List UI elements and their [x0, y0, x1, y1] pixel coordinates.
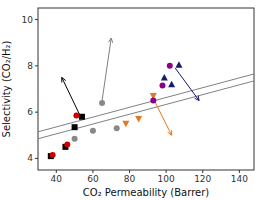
x-axis-label: CO₂ Permeability (Barrer) [83, 187, 210, 198]
point [64, 142, 70, 148]
y-axis-label: Selectivity (CO₂/H₂) [1, 40, 12, 137]
x-tick [239, 170, 240, 173]
point [167, 63, 173, 69]
point [50, 152, 56, 158]
x-tick [129, 170, 130, 173]
point [159, 83, 165, 89]
plot-area [38, 38, 254, 159]
point [168, 81, 175, 88]
y-tick-label: 8 [27, 61, 33, 71]
y-tick [35, 65, 38, 66]
y-tick-label: 6 [27, 107, 33, 117]
x-tick [92, 170, 93, 173]
point [175, 61, 182, 67]
arrow [175, 68, 199, 100]
x-tick-label: 60 [87, 174, 99, 184]
point [114, 125, 120, 131]
y-tick-label: 4 [27, 153, 33, 163]
point [122, 121, 129, 128]
arrow [62, 77, 80, 115]
point [161, 74, 168, 81]
point [72, 136, 78, 142]
y-tick [35, 19, 38, 20]
y-tick [35, 158, 38, 159]
x-tick-label: 100 [158, 174, 175, 184]
chart: 40 60 80 100 120 140 4 6 8 10 CO₂ Permeability (Ba… [0, 0, 262, 200]
y-tick [35, 112, 38, 113]
x-tick-label: 140 [231, 174, 248, 184]
x-tick [202, 170, 203, 173]
reference-line [38, 74, 254, 132]
x-tick-label: 120 [194, 174, 211, 184]
point [99, 100, 105, 106]
x-tick [166, 170, 167, 173]
point [150, 98, 156, 104]
x-tick [56, 170, 57, 173]
arrow [102, 38, 113, 100]
x-tick-label: 40 [51, 174, 63, 184]
point [79, 114, 85, 120]
point [135, 116, 142, 123]
reference-line [38, 81, 254, 139]
x-tick-label: 80 [124, 174, 136, 184]
y-tick-label: 10 [22, 15, 34, 25]
point [72, 124, 78, 130]
point [73, 113, 79, 119]
plot-frame [38, 8, 254, 170]
point [90, 128, 96, 134]
